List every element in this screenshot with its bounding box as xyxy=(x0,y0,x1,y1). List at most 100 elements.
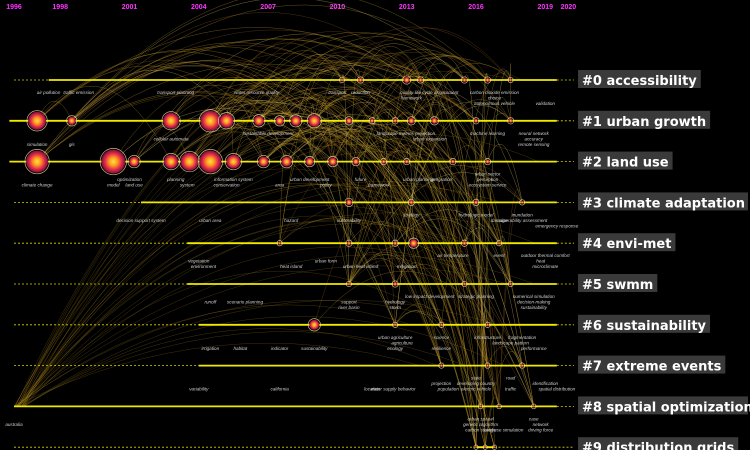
term-label: machine learning xyxy=(470,131,505,136)
term-label: agriculture xyxy=(391,340,413,345)
publication-node xyxy=(358,78,363,82)
term-label: perception xyxy=(476,177,499,182)
citation-arc xyxy=(498,198,523,407)
node-ring xyxy=(461,280,468,288)
term-label: framework xyxy=(401,96,423,101)
term-label: variability xyxy=(189,387,209,392)
citation-arc xyxy=(360,46,435,121)
term-label: landscape pattern xyxy=(492,340,529,345)
citation-arc xyxy=(348,252,442,325)
term-label: climate change xyxy=(22,183,53,188)
publication-node xyxy=(340,78,344,82)
cluster-lane: decision support system urban area hazard v… xyxy=(14,192,748,228)
node-ring xyxy=(338,76,346,84)
node-ring xyxy=(391,280,399,288)
year-tick-label: 2016 xyxy=(468,4,484,11)
term-label: validation xyxy=(536,101,556,106)
term-label: carbon dioxide emission xyxy=(470,90,520,95)
cluster-lane: #9 distribution grids xyxy=(14,437,739,450)
cluster-label-box xyxy=(578,274,658,292)
citation-arc xyxy=(14,342,420,407)
citation-arc xyxy=(18,56,432,407)
citation-arc xyxy=(36,38,477,162)
citation-arc xyxy=(170,113,534,407)
term-label: water resource quality xyxy=(234,90,280,95)
term-label: event xyxy=(493,253,505,258)
citation-arc xyxy=(263,143,310,162)
citation-arc xyxy=(18,270,449,407)
citation-arc xyxy=(189,119,396,285)
cluster-label: #1 urban growth xyxy=(582,115,706,130)
term-label: system xyxy=(180,183,195,188)
node-ring xyxy=(280,155,294,169)
node-ring xyxy=(402,75,412,85)
cluster-label: #0 accessibility xyxy=(582,74,697,89)
term-label: heat xyxy=(536,259,546,264)
citation-arc xyxy=(71,59,511,285)
cluster-label: #9 distribution grids xyxy=(582,441,734,450)
term-label: scenario planning xyxy=(227,300,263,305)
citation-arc xyxy=(480,399,486,448)
citation-arc xyxy=(21,215,433,407)
citation-arcs xyxy=(13,0,539,448)
citation-arc xyxy=(170,131,396,325)
cluster-lanes: air pollution traffic emission transport p… xyxy=(5,70,750,450)
citation-arc xyxy=(258,54,361,121)
publication-node xyxy=(129,156,140,167)
citation-arc xyxy=(263,128,500,407)
citation-arc xyxy=(355,55,488,162)
citation-arc xyxy=(464,215,511,285)
citation-arc xyxy=(258,68,454,162)
citation-arc xyxy=(263,130,477,448)
cluster-label-box xyxy=(578,314,711,333)
citation-arc xyxy=(189,31,421,162)
term-label: projection xyxy=(430,381,451,386)
citation-arc xyxy=(371,109,477,448)
node-ring xyxy=(483,158,492,166)
term-label: vegetation xyxy=(188,259,210,264)
year-tick-label: 1998 xyxy=(52,4,68,11)
term-label: network xyxy=(533,422,550,427)
citation-arc xyxy=(348,69,361,203)
citation-arc xyxy=(394,113,486,448)
term-label: carbon storage xyxy=(465,427,496,432)
cluster-label-box xyxy=(578,233,676,252)
node-ring xyxy=(473,444,479,450)
term-label: life cycle assessment xyxy=(415,90,459,95)
citation-arc xyxy=(360,53,454,162)
citation-arc xyxy=(14,95,440,407)
year-tick-label: 2004 xyxy=(191,4,207,11)
node-ring xyxy=(507,280,514,288)
citation-arc xyxy=(258,65,488,162)
term-label: information system xyxy=(214,177,253,182)
citation-arc xyxy=(371,57,465,121)
term-label: australia xyxy=(5,422,23,427)
citation-arc xyxy=(17,205,469,407)
node-ring xyxy=(507,117,515,125)
term-label: framework xyxy=(368,183,390,188)
publication-node xyxy=(462,241,467,246)
term-label: remote sensing xyxy=(518,142,550,147)
citation-arc xyxy=(475,73,488,448)
citation-arc xyxy=(341,43,488,162)
term-label: damage xyxy=(491,218,508,223)
term-label: sustainability xyxy=(301,346,328,351)
citation-arc xyxy=(189,32,488,162)
term-label: outdoor thermal comfort xyxy=(521,253,570,258)
node-ring xyxy=(391,117,399,125)
citation-arc xyxy=(23,212,535,407)
publication-node xyxy=(431,117,438,124)
citation-arc xyxy=(23,52,522,407)
node-ring xyxy=(307,318,321,332)
cluster-label-box xyxy=(578,110,711,129)
term-label: resilience xyxy=(432,346,452,351)
citation-arc xyxy=(348,111,396,244)
term-label: decision support system xyxy=(116,218,165,223)
node-ring xyxy=(406,116,416,126)
year-tick-label: 2019 xyxy=(538,4,554,11)
citation-arc xyxy=(36,4,488,162)
citation-arc xyxy=(18,62,440,407)
node-ring xyxy=(66,115,78,127)
